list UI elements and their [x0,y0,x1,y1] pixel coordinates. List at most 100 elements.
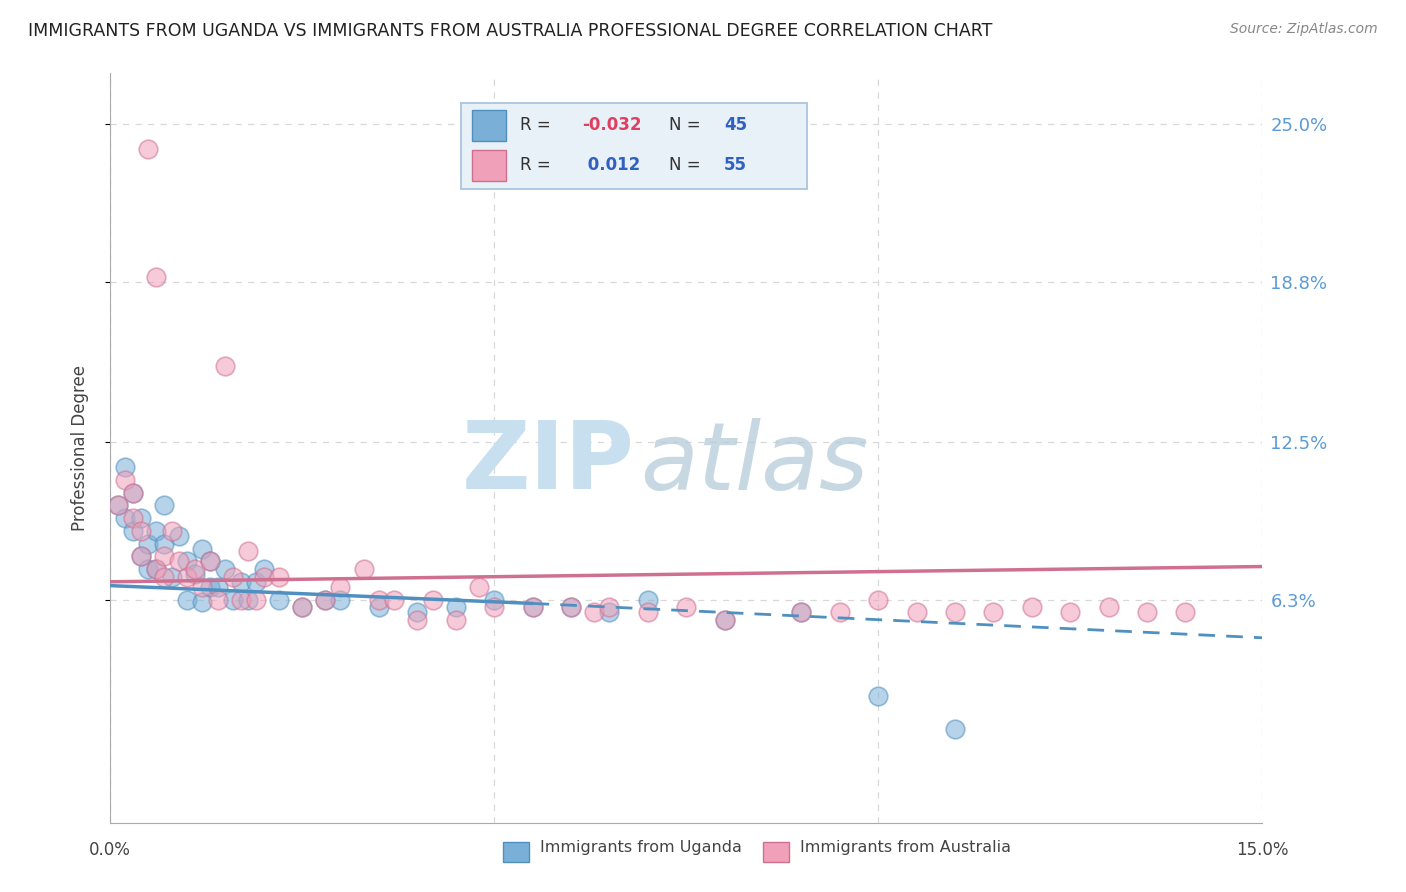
Point [560,600,582,615]
Point [191,595,214,609]
Point [167,554,190,568]
Point [160,524,183,538]
Point [868,592,890,607]
Point [107,499,129,513]
Point [713,613,735,627]
Point [482,600,505,615]
Text: 0.0%: 0.0% [89,840,131,859]
Point [176,570,198,584]
Point [198,554,221,568]
Point [191,580,214,594]
Point [267,570,290,584]
Text: ZIP: ZIP [461,417,634,509]
Point [122,524,145,538]
Point [176,592,198,607]
Point [222,570,245,584]
Point [122,485,145,500]
Point [713,613,735,627]
Point [598,600,620,615]
Point [214,359,236,373]
Point [198,580,221,594]
Point [129,524,152,538]
Point [145,562,167,576]
Point [314,592,336,607]
Point [868,690,890,704]
Point [291,600,314,615]
Point [114,473,136,487]
Point [406,613,429,627]
Point [176,554,198,568]
Point [229,574,252,589]
Point [367,592,389,607]
Point [406,605,429,619]
Point [145,524,167,538]
Point [598,605,620,619]
Point [245,592,267,607]
Point [675,600,697,615]
Point [129,549,152,564]
Point [229,592,252,607]
Point [1097,600,1119,615]
Point [191,541,214,556]
Text: Source: ZipAtlas.com: Source: ZipAtlas.com [1230,22,1378,37]
Point [222,592,245,607]
Y-axis label: Professional Degree: Professional Degree [72,365,89,532]
Text: IMMIGRANTS FROM UGANDA VS IMMIGRANTS FROM AUSTRALIA PROFESSIONAL DEGREE CORRELAT: IMMIGRANTS FROM UGANDA VS IMMIGRANTS FRO… [28,22,993,40]
Point [122,511,145,525]
Point [314,592,336,607]
Point [582,605,605,619]
Point [637,592,659,607]
Text: Immigrants from Australia: Immigrants from Australia [800,840,1011,855]
Point [198,554,221,568]
Point [329,580,352,594]
Point [1059,605,1081,619]
Point [267,592,290,607]
Text: 15.0%: 15.0% [1236,840,1288,859]
Point [138,562,160,576]
Point [1021,600,1043,615]
Point [790,605,813,619]
Point [291,600,314,615]
Point [482,592,505,607]
Point [238,544,260,558]
Point [138,142,160,156]
Point [138,536,160,550]
Point [444,600,467,615]
Text: atlas: atlas [640,417,869,508]
Point [114,460,136,475]
Point [1174,605,1197,619]
Point [107,499,129,513]
Point [160,570,183,584]
Point [238,592,260,607]
Point [943,605,966,619]
Point [153,549,176,564]
Point [329,592,352,607]
Point [245,574,267,589]
Point [253,570,276,584]
Point [905,605,928,619]
Text: Immigrants from Uganda: Immigrants from Uganda [540,840,742,855]
Point [467,580,489,594]
Point [129,549,152,564]
Point [382,592,405,607]
Point [790,605,813,619]
Point [943,723,966,737]
Point [122,485,145,500]
Point [1136,605,1159,619]
Point [367,600,389,615]
Point [637,605,659,619]
Point [422,592,444,607]
Point [981,605,1004,619]
Point [114,511,136,525]
Point [183,567,205,582]
Point [207,580,229,594]
Point [353,562,375,576]
Point [253,562,276,576]
Point [828,605,851,619]
Point [153,536,176,550]
Point [183,562,205,576]
Point [167,529,190,543]
Point [522,600,544,615]
Point [153,499,176,513]
Point [145,269,167,284]
